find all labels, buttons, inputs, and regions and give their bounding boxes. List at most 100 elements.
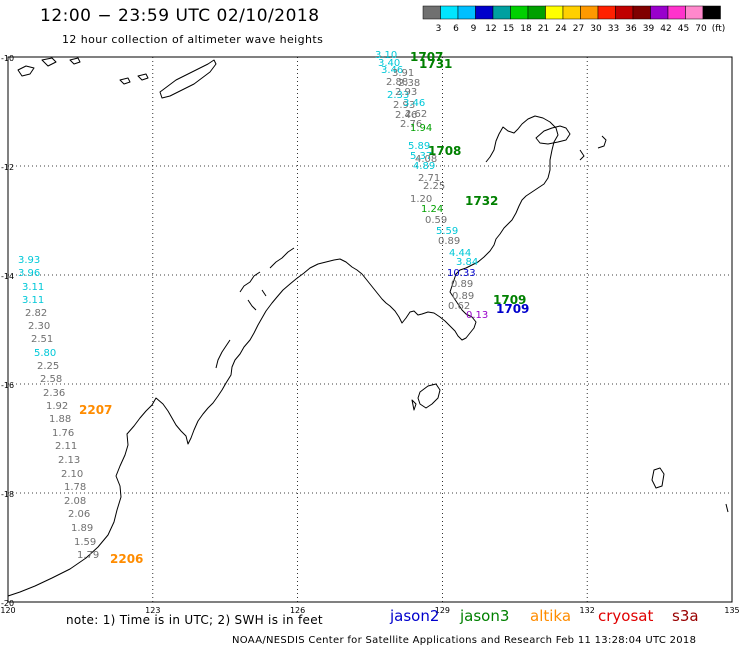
wave-height-label: 0.89	[452, 291, 474, 302]
track-time-label: 1732	[465, 194, 498, 208]
wave-height-label: 3.11	[22, 282, 44, 293]
wave-height-label: 2.30	[28, 321, 50, 332]
colorbar-label: 70	[695, 24, 707, 34]
track-time-label: 1709	[493, 293, 526, 307]
wave-height-label: 2.62	[405, 109, 427, 120]
wave-height-label: 3.96	[18, 268, 40, 279]
wave-height-label: 4.44	[449, 248, 471, 259]
wave-height-label: 5.80	[34, 348, 56, 359]
wave-height-label: 2.51	[31, 334, 53, 345]
wave-height-label: 4.08	[415, 154, 437, 165]
colorbar-label: 30	[590, 24, 602, 34]
longitude-label: 123	[145, 606, 160, 615]
track-time-label: 2207	[79, 403, 112, 417]
wave-height-label: 2.08	[64, 496, 86, 507]
map-note: note: 1) Time is in UTC; 2) SWH is in fe…	[66, 613, 323, 627]
colorbar-label: 45	[678, 24, 689, 34]
wave-height-label: 2.25	[37, 361, 59, 372]
coastline-small-islands-north	[17, 57, 149, 85]
coastline-timor	[159, 59, 217, 99]
wave-height-colorbar: 3 6 9 12 15 18 21 24 27 30 33 36 39 42 45 70 (ft)	[422, 5, 726, 34]
colorbar-label: 24	[555, 24, 567, 34]
coastline-tiwi-islands	[535, 125, 571, 145]
colorbar-cell	[702, 5, 721, 20]
wave-height-label: 3.10	[375, 50, 397, 61]
track-time-label: 1707	[410, 50, 443, 64]
map-frame	[7, 56, 733, 603]
wave-height-label: 2.11	[55, 441, 77, 452]
wave-height-label: 0.89	[438, 236, 460, 247]
wave-height-label: 2.33	[387, 90, 409, 101]
wave-height-label: 3.46	[403, 98, 425, 109]
latitude-label: -10	[1, 54, 14, 63]
wave-height-label: 1.24	[421, 204, 443, 215]
legend-jason2: jason2	[390, 607, 440, 625]
map-footer: NOAA/NESDIS Center for Satellite Applica…	[232, 635, 697, 646]
wave-height-label: 3.40	[378, 58, 400, 69]
wave-height-label: 1.20	[410, 194, 432, 205]
wave-height-label: 3.91	[392, 68, 414, 79]
longitude-label: 120	[0, 606, 15, 615]
wave-height-label: 1.92	[46, 401, 68, 412]
wave-height-label: 2.93	[395, 87, 417, 98]
wave-height-label: 2.10	[61, 469, 83, 480]
coastline-far-east-mark	[725, 503, 729, 513]
coastline-northwest-australia	[7, 115, 559, 597]
coastline-gulf-islands	[411, 383, 441, 411]
colorbar-label: (ft)	[712, 24, 726, 34]
legend-s3a: s3a	[672, 607, 699, 625]
wave-height-label: 0.89	[451, 279, 473, 290]
legend-altika: altika	[530, 607, 572, 625]
coastline-east-island	[651, 467, 665, 489]
colorbar-label: 9	[471, 24, 477, 34]
track-time-label: 2206	[110, 552, 143, 566]
colorbar-label: 15	[503, 24, 514, 34]
map-subtitle: 12 hour collection of altimeter wave hei…	[62, 33, 324, 46]
wave-height-label: 2.13	[58, 455, 80, 466]
wave-height-labels: 3.103.403.463.912.882.382.332.932.933.46…	[18, 50, 529, 566]
wave-height-label: 3.93	[18, 255, 40, 266]
wave-height-label: 5.59	[436, 226, 458, 237]
wave-height-label: 3.11	[22, 295, 44, 306]
wave-height-label: 2.36	[43, 388, 65, 399]
colorbar-label: 3	[436, 24, 442, 34]
wave-height-label: 1.79	[77, 550, 99, 561]
track-time-label: 1709	[496, 302, 529, 316]
wave-height-label: 2.88	[386, 77, 408, 88]
wave-height-label: 2.25	[423, 181, 445, 192]
longitude-label: 132	[580, 606, 595, 615]
colorbar-label: 12	[485, 24, 496, 34]
graticule	[8, 57, 732, 602]
longitude-label: 126	[290, 606, 305, 615]
colorbar-label: 33	[608, 24, 619, 34]
legend-cryosat: cryosat	[598, 607, 654, 625]
wave-height-label: 3.84	[456, 257, 478, 268]
wave-height-label: 2.82	[25, 308, 47, 319]
wave-height-label: 1.88	[49, 414, 71, 425]
colorbar-label: 42	[660, 24, 671, 34]
wave-height-label: 2.76	[400, 119, 422, 130]
wave-height-label: 2.71	[418, 173, 440, 184]
coastline-arnhem-detail	[579, 135, 607, 161]
wave-height-label: 4.89	[413, 161, 435, 172]
coastline-kimberley-detail	[215, 247, 295, 369]
legend-jason3: jason3	[460, 607, 510, 625]
latitude-label: -18	[1, 490, 14, 499]
colorbar-label: 36	[625, 24, 637, 34]
wave-height-label: 1.78	[64, 482, 86, 493]
wave-height-label: 2.38	[398, 78, 420, 89]
latitude-label: -20	[1, 599, 14, 608]
wave-height-label: 2.93	[393, 100, 415, 111]
map-title: 12:00 − 23:59 UTC 02/10/2018	[40, 6, 320, 26]
wave-height-label: 0.62	[448, 301, 470, 312]
wave-height-label: 1.89	[71, 523, 93, 534]
colorbar-label: 39	[643, 24, 655, 34]
latitude-label: -12	[1, 163, 14, 172]
latitude-label: -14	[1, 272, 14, 281]
wave-height-label: 3.46	[381, 65, 403, 76]
longitude-label: 135	[724, 606, 739, 615]
track-time-label: 1708	[428, 144, 461, 158]
colorbar-label: 6	[453, 24, 459, 34]
